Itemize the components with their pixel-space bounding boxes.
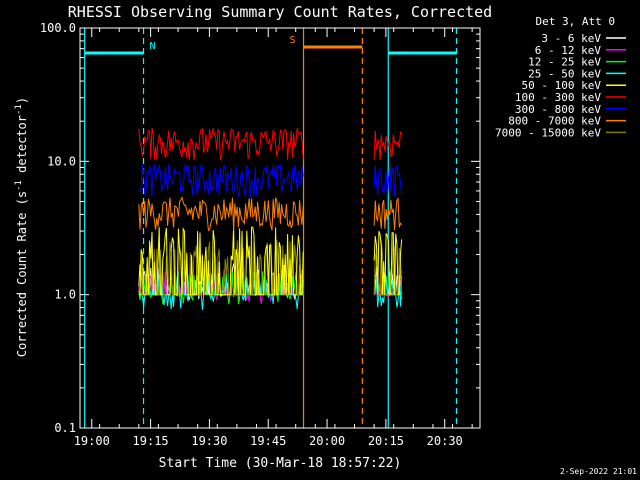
legend-label: 6 - 12 keV — [535, 44, 602, 57]
series-line — [138, 162, 304, 198]
legend-label: 300 - 800 keV — [515, 103, 601, 116]
x-tick-label: 19:00 — [74, 434, 110, 448]
x-tick-label: 20:15 — [368, 434, 404, 448]
legend-label: 3 - 6 keV — [541, 32, 601, 45]
series-line — [138, 195, 304, 232]
legend-label: 12 - 25 keV — [528, 56, 601, 69]
legend-label: 800 - 7000 keV — [508, 115, 601, 128]
y-tick-label: 1.0 — [54, 288, 76, 302]
y-tick-label: 100.0 — [40, 21, 76, 35]
legend-label: 7000 - 15000 keV — [495, 126, 601, 139]
axis-layer: 0.1 1.0 10.0 100.0 19:00 19:15 19:30 19:45 20:00… — [40, 21, 481, 448]
flag-layer: NS — [84, 35, 457, 55]
series-line — [373, 197, 403, 231]
x-axis-label: Start Time (30-Mar-18 18:57:22) — [159, 456, 402, 471]
plot-area — [84, 28, 458, 428]
series-line — [138, 226, 304, 296]
series-line — [373, 130, 403, 161]
y-axis-label: Corrected Count Rate (s-1 detector-1) — [14, 97, 29, 357]
y-tick-label: 10.0 — [47, 154, 76, 168]
chart-title: RHESSI Observing Summary Count Rates, Co… — [68, 3, 492, 21]
flag-label: N — [150, 41, 156, 52]
series-line — [138, 127, 304, 161]
footer-date: 2-Sep-2022 21:01 — [560, 467, 637, 476]
x-tick-label: 20:00 — [309, 434, 345, 448]
series-line — [373, 165, 403, 197]
x-tick-label: 19:30 — [191, 434, 227, 448]
x-tick-label: 19:45 — [250, 434, 286, 448]
data-layer — [138, 127, 403, 310]
legend-label: 25 - 50 keV — [528, 67, 601, 80]
x-tick-label: 20:30 — [427, 434, 463, 448]
y-tick-label: 0.1 — [54, 421, 76, 435]
legend-label: 50 - 100 keV — [522, 79, 602, 92]
flag-label: S — [290, 35, 296, 46]
x-tick-label: 19:15 — [133, 434, 169, 448]
legend-header: Det 3, Att 0 — [536, 15, 615, 28]
plot-frame — [79, 27, 481, 429]
series-line — [373, 240, 403, 296]
legend-label: 100 - 300 keV — [515, 91, 601, 104]
series-line — [373, 230, 403, 296]
